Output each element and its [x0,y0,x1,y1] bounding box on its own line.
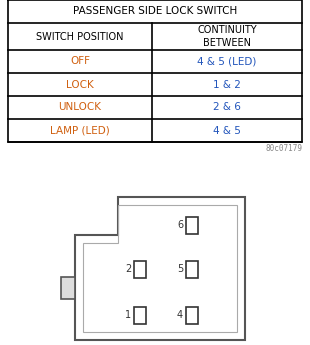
Text: LAMP (LED): LAMP (LED) [50,126,110,136]
Text: 2 & 6: 2 & 6 [213,102,241,112]
Text: 4: 4 [177,310,183,320]
Text: SWITCH POSITION: SWITCH POSITION [36,31,124,41]
Text: 1 & 2: 1 & 2 [213,79,241,89]
Text: 6: 6 [177,220,183,230]
Text: 4 & 5: 4 & 5 [213,126,241,136]
Text: PASSENGER SIDE LOCK SWITCH: PASSENGER SIDE LOCK SWITCH [73,7,237,17]
Text: 80c07179: 80c07179 [265,144,302,153]
Bar [134,306,146,324]
Text: 2: 2 [125,264,131,274]
Polygon shape [75,197,245,340]
Bar [134,260,146,277]
Text: 4 & 5 (LED): 4 & 5 (LED) [197,57,257,67]
Text: CONTINUITY
BETWEEN: CONTINUITY BETWEEN [197,25,257,48]
Bar [61,276,75,298]
Bar [186,306,198,324]
Bar [186,260,198,277]
Text: 5: 5 [177,264,183,274]
Text: OFF: OFF [70,57,90,67]
Text: 1: 1 [125,310,131,320]
Bar [186,217,198,234]
Text: UNLOCK: UNLOCK [59,102,101,112]
Text: LOCK: LOCK [66,79,94,89]
